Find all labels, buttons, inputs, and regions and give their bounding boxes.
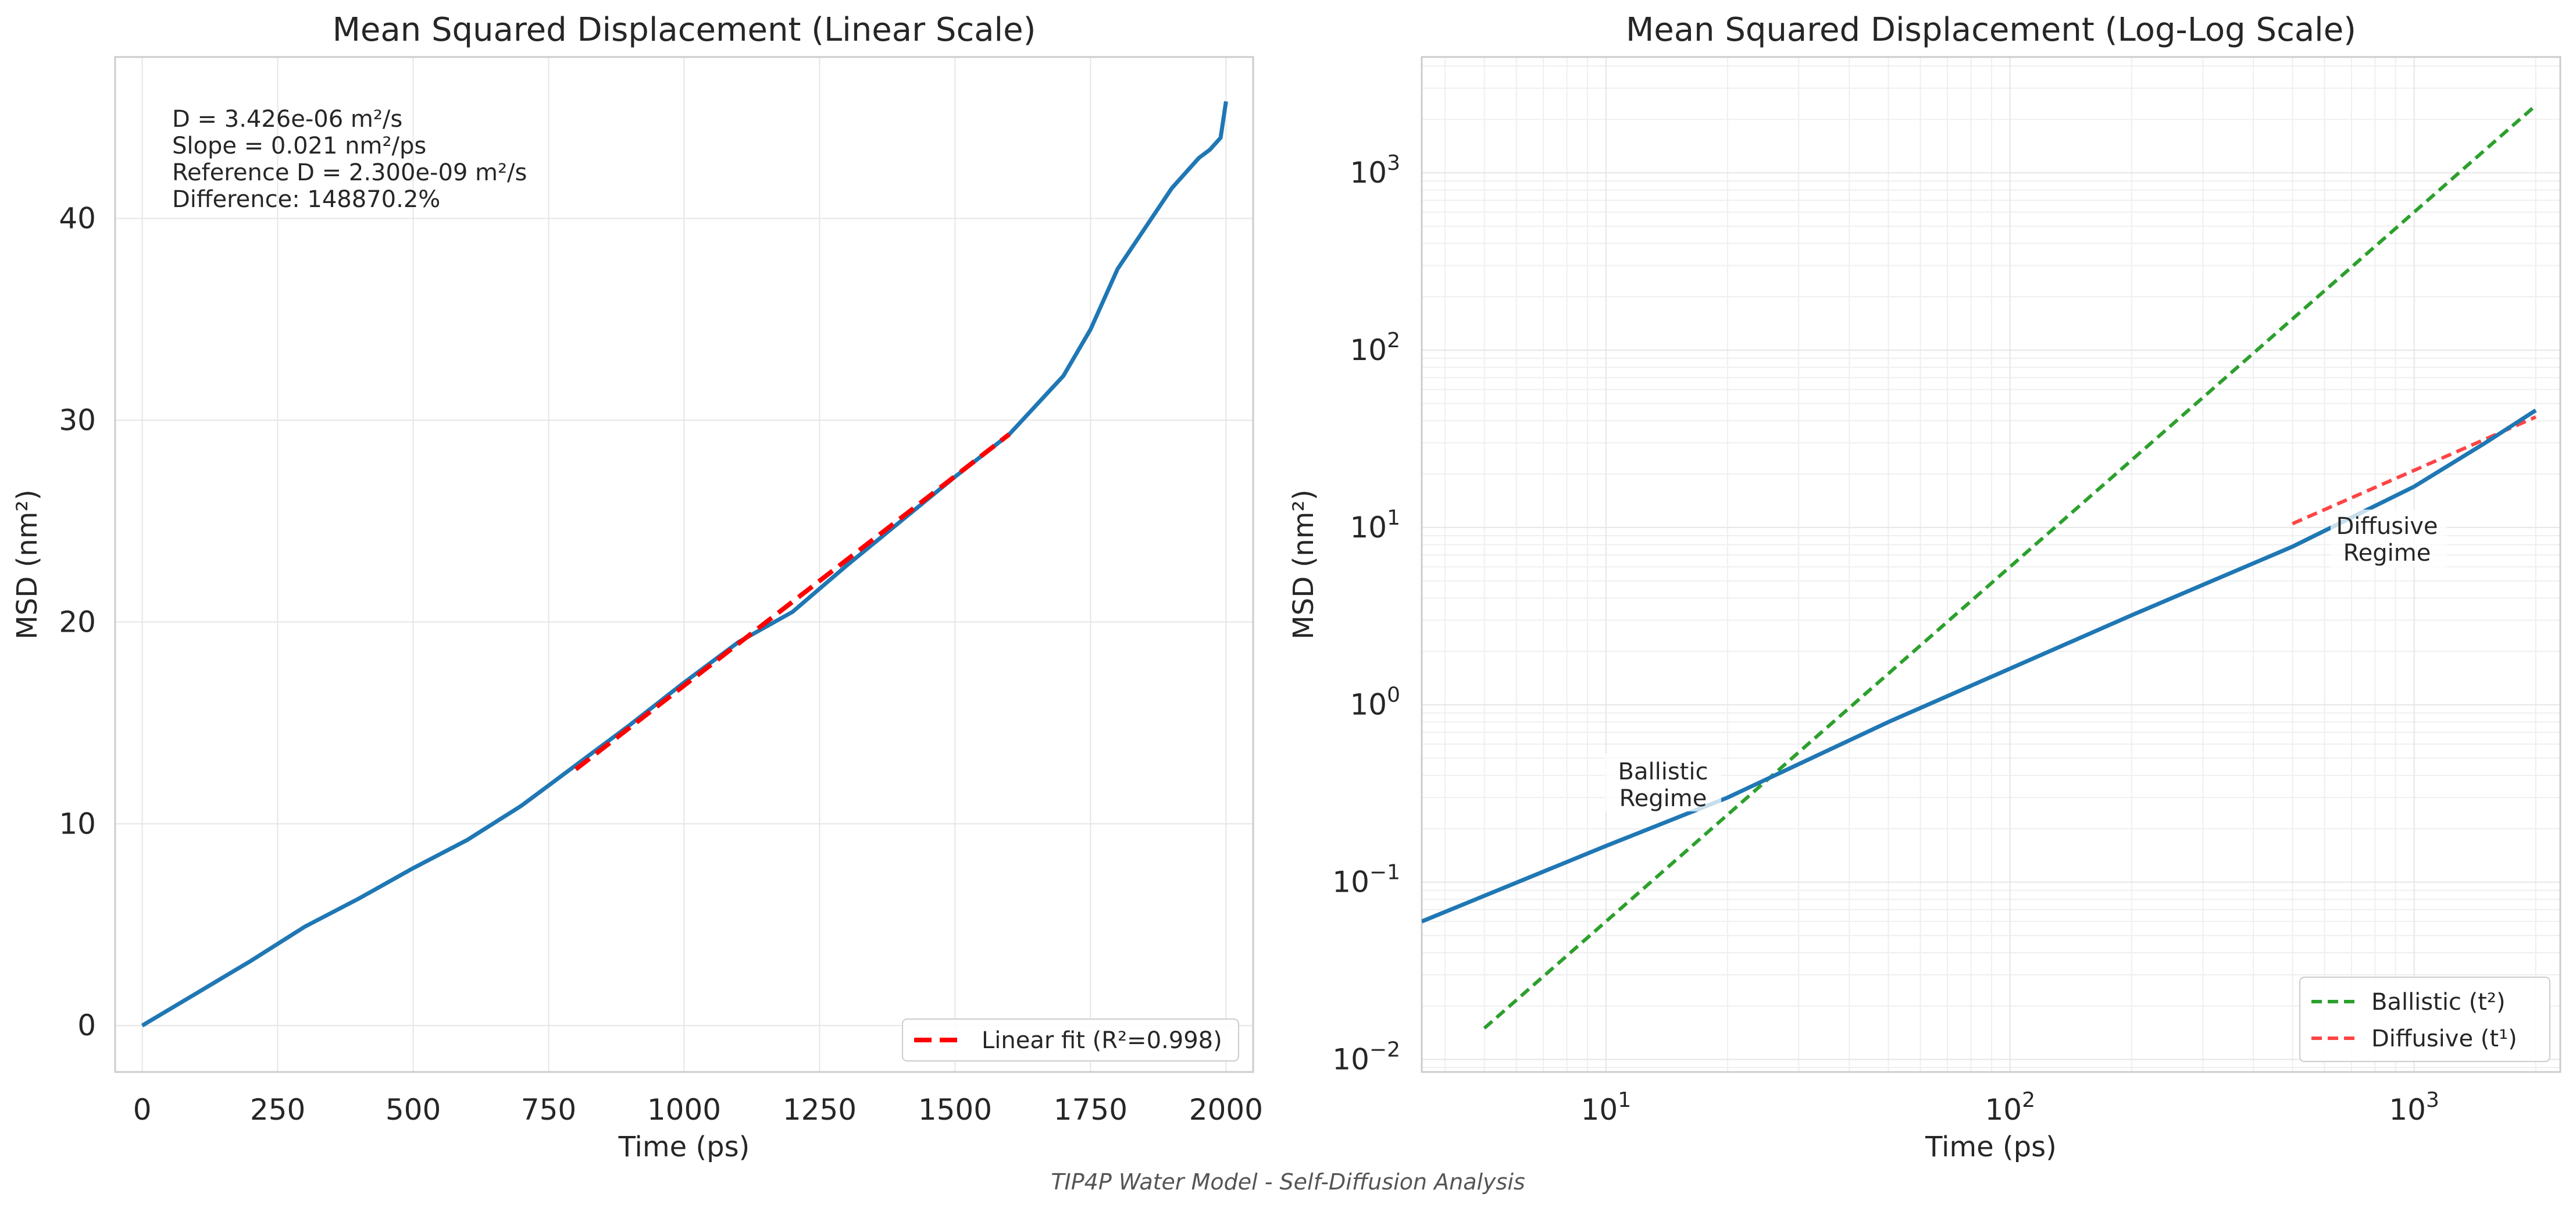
y-tick-label: 10−1 [1332,861,1400,899]
ballistic-reference-line [1483,104,2537,1030]
chart-title: Mean Squared Displacement (Linear Scale) [333,11,1036,49]
y-tick-exponent: 3 [1387,151,1400,175]
x-tick-label: 101 [1581,1088,1632,1127]
legend [902,1018,1239,1062]
y-tick-exponent: −1 [1369,861,1400,885]
chart-title: Mean Squared Displacement (Log-Log Scale… [1626,11,2356,49]
plot-frame [1421,56,2561,1073]
y-tick-label: 101 [1350,506,1400,544]
figure-caption: TIP4P Water Model - Self-Diffusion Analy… [1051,1169,1525,1195]
x-tick-label: 250 [250,1093,305,1127]
y-tick-label: 40 [59,202,96,236]
x-tick-label: 1500 [918,1093,992,1127]
stats-annotation: D = 3.426e-06 m²/s [172,106,402,133]
x-tick-label: 103 [2389,1088,2439,1127]
y-tick-label: 30 [59,403,96,437]
x-tick-label: 1000 [647,1093,721,1127]
diffusive-regime-label: Regime [2343,540,2431,567]
y-tick-exponent: 1 [1387,506,1400,530]
annotation-box [2331,510,2447,568]
y-tick-label: 100 [1350,683,1400,722]
diffusive-regime-label: Diffusive [2336,513,2438,540]
x-tick-label: 500 [386,1093,441,1127]
y-tick-label: 103 [1350,151,1400,190]
x-tick-label: 0 [133,1093,152,1127]
x-tick-label: 102 [1985,1088,2035,1127]
legend [2299,977,2550,1062]
stats-annotation: Slope = 0.021 nm²/ps [172,133,426,159]
msd-series-line [141,101,1228,1028]
x-tick-label: 750 [521,1093,576,1127]
linear-fit-line [574,432,1011,771]
y-tick-label: 102 [1350,329,1400,367]
plot-frame [114,56,1254,1073]
annotation-box [1605,753,1721,811]
y-tick-label: 10−2 [1332,1038,1400,1076]
ballistic-regime-label: Regime [1619,785,1707,812]
msd-series-line [1422,408,2537,924]
stats-annotation: Difference: 148870.2% [172,186,440,213]
y-tick-label: 20 [59,605,96,639]
x-tick-label: 2000 [1189,1093,1263,1127]
y-tick-exponent: 0 [1387,683,1400,707]
y-tick-label: 10 [59,807,96,840]
stats-annotation: Reference D = 2.300e-09 m²/s [172,159,527,186]
legend-label: Diffusive (t¹) [2371,1025,2517,1052]
y-tick-label: 0 [77,1009,96,1042]
x-tick-exponent: 3 [2426,1088,2439,1112]
legend-label: Linear fit (R²=0.998) [982,1027,1222,1054]
y-tick-exponent: −2 [1369,1038,1400,1062]
legend-label: Ballistic (t²) [2371,989,2506,1016]
x-tick-exponent: 1 [1618,1088,1631,1112]
x-axis-label: Time (ps) [618,1131,750,1163]
y-tick-exponent: 2 [1387,329,1400,352]
y-axis-label: MSD (nm²) [1287,490,1320,640]
ballistic-regime-label: Ballistic [1618,758,1708,785]
x-tick-label: 1750 [1054,1093,1128,1127]
x-tick-exponent: 2 [2022,1088,2035,1112]
x-axis-label: Time (ps) [1925,1131,2057,1163]
y-axis-label: MSD (nm²) [11,490,44,640]
x-tick-label: 1250 [783,1093,857,1127]
